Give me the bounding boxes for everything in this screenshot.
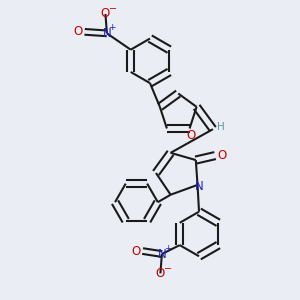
Text: O: O xyxy=(156,267,165,280)
Text: O: O xyxy=(131,244,141,258)
Text: O: O xyxy=(101,7,110,20)
Text: N: N xyxy=(103,27,111,40)
Text: O: O xyxy=(187,128,196,142)
Text: −: − xyxy=(109,4,117,14)
Text: O: O xyxy=(217,149,226,162)
Text: +: + xyxy=(109,23,116,32)
Text: N: N xyxy=(158,248,166,260)
Text: −: − xyxy=(164,264,172,274)
Text: O: O xyxy=(74,26,83,38)
Text: N: N xyxy=(195,180,203,193)
Text: H: H xyxy=(218,122,225,132)
Text: +: + xyxy=(164,244,172,253)
